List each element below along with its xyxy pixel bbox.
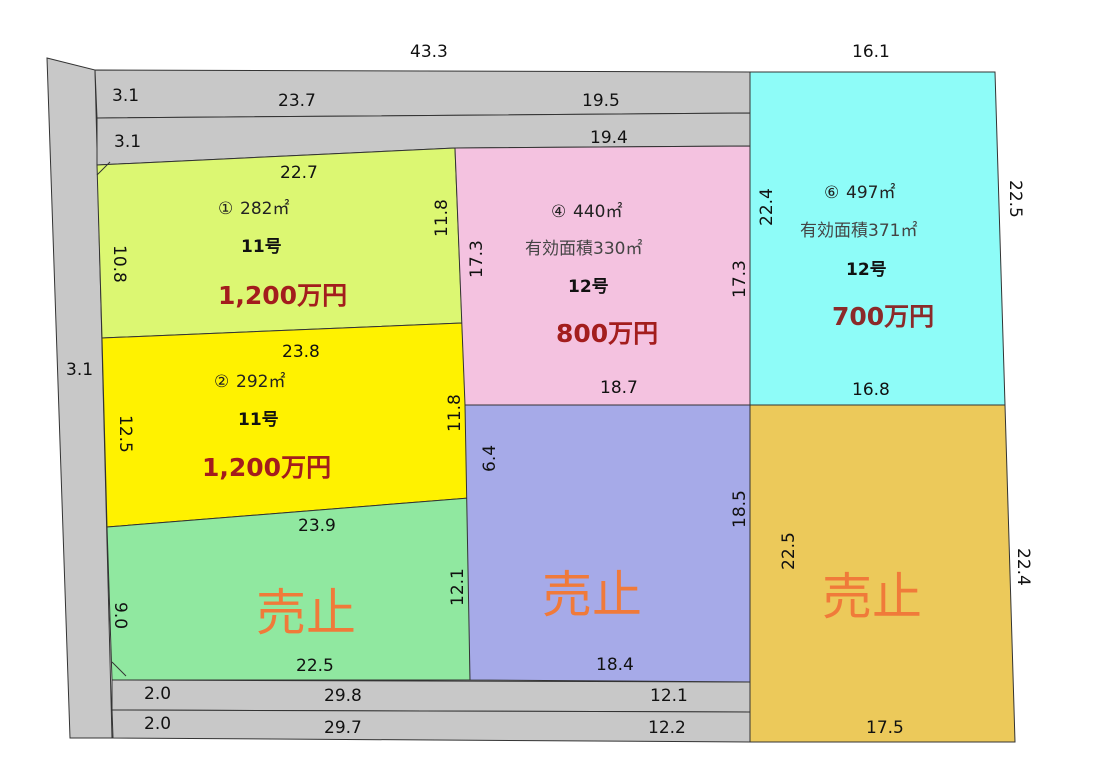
- dim-road2-b: 19.4: [590, 128, 628, 148]
- lot4-price: 800万円: [556, 319, 658, 348]
- lot-5[interactable]: [464, 404, 751, 683]
- dim-lot7-right: 22.4: [1013, 548, 1033, 586]
- lot-4[interactable]: [454, 145, 751, 406]
- dim-lot1-top: 22.7: [280, 163, 318, 183]
- lot1-area: 282㎡: [240, 199, 289, 219]
- dim-lot4-left: 17.3: [467, 240, 487, 278]
- dim-broad2-a: 29.7: [324, 718, 362, 738]
- dim-lot5-left: 6.4: [480, 445, 500, 472]
- dim-lot3-top: 23.9: [298, 516, 336, 536]
- dim-lot5-bottom: 18.4: [596, 655, 634, 675]
- dim-top-total: 43.3: [410, 42, 448, 62]
- dim-lot6-right: 22.5: [1005, 180, 1025, 218]
- top-road-1: [94, 69, 751, 119]
- left-road: [46, 57, 113, 739]
- lot4-route: 12号: [568, 277, 609, 297]
- dim-broad1-b: 12.1: [650, 686, 688, 706]
- dim-lot4-bottom: 18.7: [600, 378, 638, 398]
- dim-lot1-left: 10.8: [109, 245, 129, 283]
- dim-road1-a: 23.7: [278, 91, 316, 111]
- dim-lot2-top: 23.8: [282, 342, 320, 362]
- dim-lot7-left: 22.5: [779, 532, 799, 570]
- dim-broad2-b: 12.2: [648, 718, 686, 738]
- dim-broad1-a: 29.8: [324, 686, 362, 706]
- lot4-number: ④: [551, 202, 566, 222]
- lot6-route: 12号: [846, 260, 887, 280]
- dim-road1-width: 3.1: [112, 86, 139, 106]
- dim-lot3-left: 9.0: [110, 602, 130, 629]
- dim-lot2-right: 11.8: [445, 394, 465, 432]
- dim-road2-width: 3.1: [114, 132, 141, 152]
- dim-lot6-bottom: 16.8: [852, 380, 890, 400]
- dim-broad1-width: 2.0: [144, 684, 171, 704]
- dim-road1-b: 19.5: [582, 91, 620, 111]
- dim-lot2-left: 12.5: [115, 415, 135, 453]
- lot2-number: ②: [214, 372, 229, 392]
- lot6-number: ⑥: [824, 183, 839, 203]
- dim-lot7-bottom: 17.5: [866, 718, 904, 738]
- lot6-area: 497㎡: [846, 183, 895, 203]
- dim-lot4-right: 17.3: [730, 260, 750, 298]
- dim-left-road: 3.1: [66, 360, 93, 380]
- lot2-price: 1,200万円: [202, 453, 331, 482]
- lot4-effective-area: 有効面積330㎡: [525, 239, 642, 259]
- dim-lot3-right: 12.1: [448, 568, 468, 606]
- dim-lot3-bottom: 22.5: [296, 656, 334, 676]
- lot1-number: ①: [218, 199, 233, 219]
- lot1-route: 11号: [241, 237, 282, 257]
- lot3-sold-status: 売止: [256, 584, 356, 642]
- lot4-area: 440㎡: [573, 202, 622, 222]
- lot5-sold-status: 売止: [542, 566, 642, 624]
- lot6-effective-area: 有効面積371㎡: [800, 221, 917, 241]
- lot7-sold-status: 売止: [822, 568, 922, 626]
- dim-lot6-left: 22.4: [757, 188, 777, 226]
- dim-broad2-width: 2.0: [144, 714, 171, 734]
- dim-lot1-right: 11.8: [432, 199, 452, 237]
- lot-7[interactable]: [749, 404, 1016, 743]
- lot2-area: 292㎡: [236, 372, 285, 392]
- lot2-route: 11号: [238, 410, 279, 430]
- lot6-price: 700万円: [832, 302, 934, 331]
- lot1-price: 1,200万円: [218, 281, 347, 310]
- dim-top-right: 16.1: [852, 42, 890, 62]
- dim-lot5-right: 18.5: [730, 490, 750, 528]
